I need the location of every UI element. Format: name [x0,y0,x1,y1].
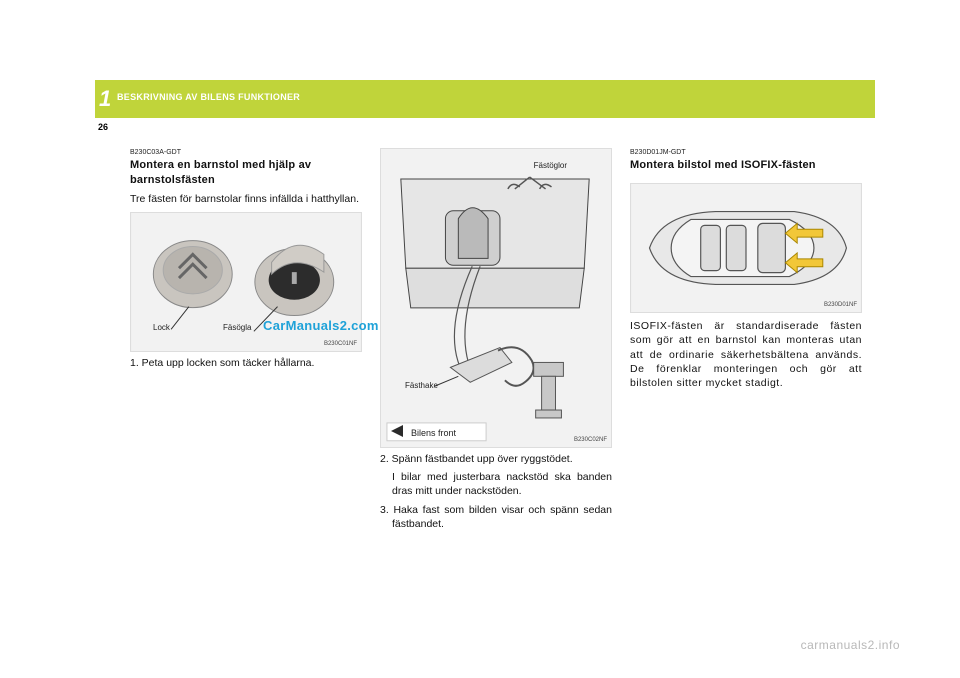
column-1: B230C03A-GDT Montera en barnstol med hjä… [130,148,362,531]
figure-label-front: Bilens front [411,427,456,439]
section-code-3: B230D01JM-GDT [630,148,862,157]
figure-label-fasthake: Fästhake [405,381,438,392]
step-2b: I bilar med justerbara nackstöd ska band… [380,470,612,498]
section-title-3: Montera bilstol med ISOFIX-fästen [630,158,862,173]
chapter-header-bar: 1 BESKRIVNING AV BILENS FUNKTIONER [95,80,875,118]
chapter-number: 1 [99,86,111,112]
step-2: 2. Spänn fästbandet upp över ryggstödet. [380,452,612,466]
chapter-title: BESKRIVNING AV BILENS FUNKTIONER [117,92,300,102]
figure-label-lock: Lock [153,323,170,334]
isofix-body: ISOFIX-fästen är standardiserade fästen … [630,319,862,390]
figure-code-3: B230D01NF [824,301,857,309]
column-3: B230D01JM-GDT Montera bilstol med ISOFIX… [630,148,862,531]
figure-code-2: B230C02NF [574,436,607,444]
content-columns: B230C03A-GDT Montera en barnstol med hjä… [130,148,870,531]
figure-isofix-car: B230D01NF [630,183,862,313]
figure-anchor-caps: Lock Fäsögla B230C01NF CarManuals2.com [130,212,362,352]
step-2-text: 2. Spänn fästbandet upp över ryggstödet. [380,453,573,465]
figure-tether-strap: Fästöglor Fästhake Bilens front B230C02N… [380,148,612,448]
intro-text: Tre fästen för barnstolar finns infällda… [130,192,362,206]
watermark-carmanuals2: CarManuals2.com [263,317,379,335]
figure-label-fastogla: Fäsögla [223,323,251,334]
figure-svg-3 [631,184,861,312]
figure-code: B230C01NF [324,340,357,348]
page-number: 26 [98,122,108,132]
section-title: Montera en barnstol med hjälp av barnsto… [130,158,362,188]
column-2: Fästöglor Fästhake Bilens front B230C02N… [380,148,612,531]
figure-svg-2 [381,149,611,447]
section-code: B230C03A-GDT [130,148,362,157]
figure-label-fastoglor: Fästöglor [534,161,567,172]
step-1: 1. Peta upp locken som täcker hållarna. [130,356,362,370]
footer-watermark: carmanuals2.info [801,638,900,652]
step-3: 3. Haka fast som bilden visar och spänn … [380,503,612,531]
front-arrow-icon [391,424,403,438]
